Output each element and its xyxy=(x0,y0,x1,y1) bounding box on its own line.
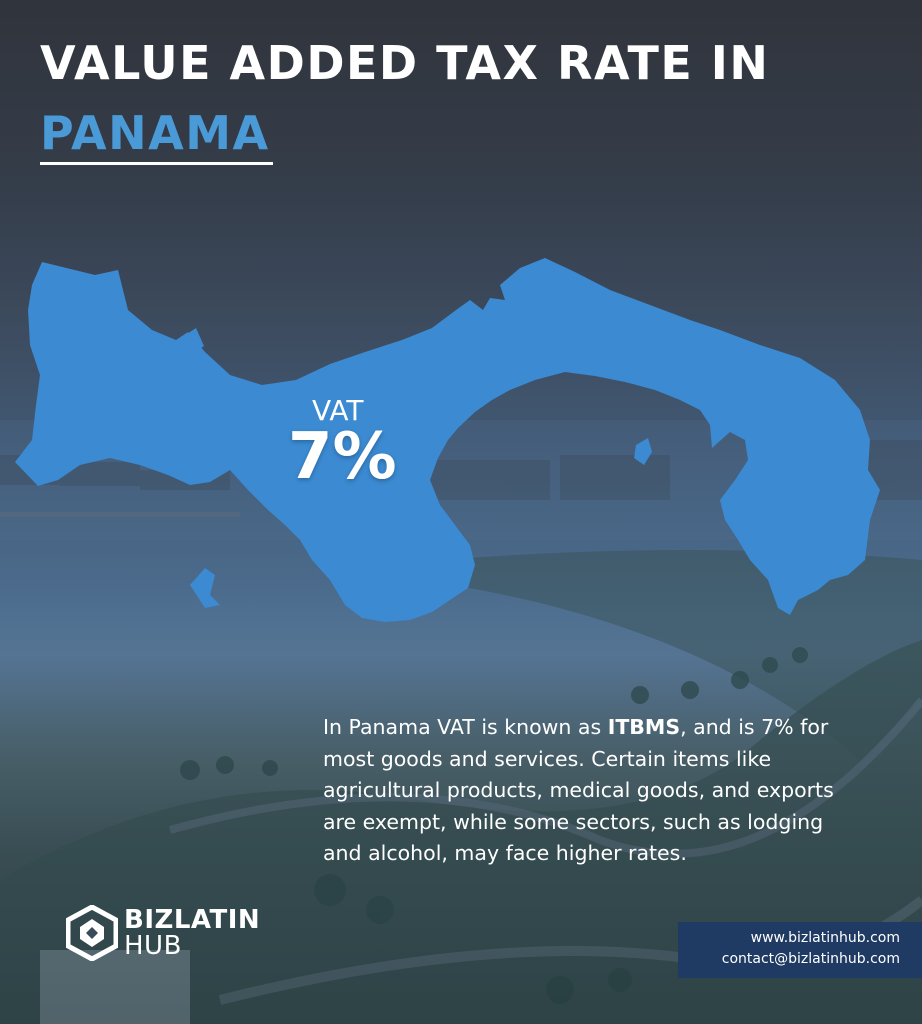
description-highlight: ITBMS xyxy=(607,715,681,739)
panama-map-shape xyxy=(15,258,880,622)
page-title: VALUE ADDED TAX RATE IN xyxy=(40,36,770,90)
page-subtitle: PANAMA xyxy=(40,106,270,160)
vat-label: VAT xyxy=(312,394,364,427)
description-text: In Panama VAT is known as ITBMS, and is … xyxy=(323,712,863,870)
website-link[interactable]: www.bizlatinhub.com xyxy=(750,930,900,946)
description-intro: In Panama VAT is known as xyxy=(323,715,608,739)
vat-value: 7% xyxy=(288,420,397,494)
contact-box: www.bizlatinhub.com contact@bizlatinhub.… xyxy=(678,922,922,978)
description-rest: , and is 7% for most goods and services.… xyxy=(323,715,834,865)
bizlatinhub-logo-icon xyxy=(66,905,118,961)
email-link[interactable]: contact@bizlatinhub.com xyxy=(721,951,900,967)
logo-text-line2: HUB xyxy=(124,931,182,961)
logo-text-line1: BIZLATIN xyxy=(124,905,261,935)
bizlatinhub-logo: BIZLATIN HUB xyxy=(66,905,260,961)
title-underline xyxy=(40,162,273,165)
